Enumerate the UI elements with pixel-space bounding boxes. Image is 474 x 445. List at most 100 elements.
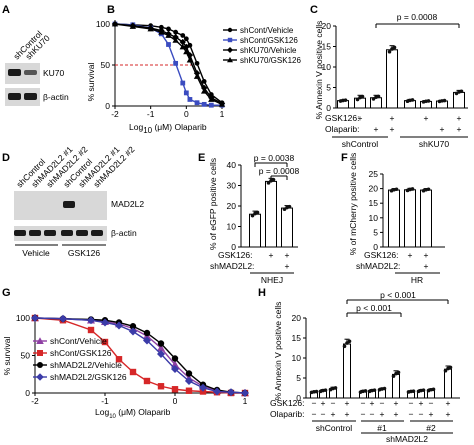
chart-c: 0 5 10 15 20 (322, 21, 468, 113)
g-xtick-label: -2 (31, 396, 39, 406)
marksH-mark: + (394, 409, 399, 419)
f-ytick-label: 0 (373, 242, 378, 252)
h-pvalue-1: p < 0.001 (380, 290, 416, 300)
h-dot-6 (372, 388, 377, 392)
b-point-4 (200, 88, 208, 94)
f-ylabel: % of mCherry positive cells (348, 153, 358, 256)
g-point-4 (171, 365, 179, 373)
marksH-mark: + (446, 398, 451, 408)
marksC-mark: + (358, 113, 363, 123)
b-point-4 (186, 56, 194, 63)
h-dot-4 (342, 344, 347, 349)
g-point-2 (185, 387, 193, 394)
h-dot-4 (347, 339, 352, 344)
b-point-2 (166, 42, 171, 47)
b-point-2 (208, 102, 214, 108)
legendG-label-1: shCont/Vehicle (50, 336, 107, 346)
d-band-label-mad2l2: MAD2L2 (111, 199, 144, 209)
b-point-2 (201, 101, 207, 107)
h-row-label-gsk: GSK126: (270, 398, 305, 408)
c-dot-2 (360, 94, 365, 99)
legendB-label-4: shKU70/GSK126 (240, 56, 301, 65)
b-point-4 (183, 48, 190, 55)
marksH-mark: − (312, 398, 317, 408)
marksH-mark: + (419, 398, 424, 408)
c-ytick-label: 10 (322, 62, 332, 72)
c-dot-7 (442, 98, 447, 103)
g-xtick-label: 1 (243, 396, 248, 406)
f-bar-2 (404, 189, 416, 248)
b-ytick-label: 0 (105, 101, 110, 111)
a-blot-ku70 (5, 63, 40, 84)
g-ytick-label: 100 (16, 313, 30, 323)
e-condition-marks: + ++ (269, 250, 290, 271)
c-row-label-olaparib: Olaparib: (325, 124, 360, 134)
panel-letter-e: E (198, 152, 205, 164)
e-pvalue-1: p = 0.0038 (254, 153, 295, 163)
g-point-4 (101, 318, 109, 327)
c-row-label-gsk: GSK126: (325, 113, 360, 123)
h-ytick-label: 10 (292, 353, 302, 363)
chart-g: 0 50 100 -2 -1 0 1 (16, 313, 249, 406)
legendB-label-1: shCont/Vehicle (240, 26, 294, 35)
c-group-shku70: shKU70 (419, 139, 450, 149)
legendB-swatch-marker-2 (227, 37, 233, 43)
c-bar-8 (453, 91, 465, 109)
legendB-label-2: shCont/GSK126 (240, 36, 298, 45)
marksC-mark: + (440, 124, 445, 134)
a-blot-actin (5, 88, 40, 106)
marksH-mark: + (370, 398, 375, 408)
legendG-swatch-marker-3 (37, 362, 43, 368)
e-dot-3 (287, 204, 292, 209)
marksH-mark: + (394, 398, 399, 408)
e-ylabel: % of eGFP positive cells (208, 158, 218, 250)
d-treatment-vehicle: Vehicle (22, 248, 50, 258)
marksE-mark: + (269, 250, 274, 260)
e-bar-3 (281, 207, 293, 248)
legendG-label-2: shCont/GSK126 (50, 348, 112, 358)
g-xlabel: Log10 (μM) Olaparib (95, 407, 171, 420)
h-group-shmad2l2: shMAD2L2 (386, 434, 428, 444)
e-ytick-label: 30 (227, 181, 237, 191)
g-point-2 (157, 383, 165, 390)
panel-letter-b: B (107, 4, 115, 16)
g-point-3 (157, 340, 165, 347)
chart-e: 0 10 20 30 40 (227, 160, 298, 252)
d-band-actin-3 (44, 230, 56, 236)
b-point-4 (147, 25, 154, 32)
a-band-ku70-1 (8, 69, 21, 76)
a-band-actin-2 (24, 93, 37, 100)
chart-h: 0 5 10 15 20 (292, 313, 460, 403)
g-point-4 (129, 327, 137, 336)
d-band-actin-5 (76, 230, 88, 236)
b-point-1 (158, 24, 164, 30)
b-ytick-label: 50 (101, 60, 111, 70)
e-bar-1 (249, 213, 261, 248)
f-ytick-label: 20 (369, 184, 379, 194)
panel-letter-d: D (2, 152, 10, 164)
g-point-3 (171, 355, 179, 362)
c-dot-8 (459, 89, 464, 94)
d-band-mad2l2 (63, 201, 75, 208)
marksH-mark: − (409, 398, 414, 408)
b-xtick-label: -1 (147, 109, 155, 119)
marksH-mark: + (380, 409, 385, 419)
c-dot-6 (426, 99, 431, 103)
h-dot-3 (333, 386, 338, 390)
c-ytick-label: 20 (322, 21, 332, 31)
f-condition-marks: + ++ (408, 250, 429, 271)
h-dot-4 (345, 341, 349, 345)
marksH-mark: − (370, 409, 375, 419)
e-row-label-shmad2l2: shMAD2L2: (210, 261, 254, 271)
h-dot-11 (431, 387, 436, 392)
e-ytick-label: 10 (227, 222, 237, 232)
b-xtick-label: -2 (111, 109, 119, 119)
h-dot-2 (323, 388, 328, 392)
marksH-mark: + (345, 409, 350, 419)
h-row-label-olaparib: Olaparib: (270, 409, 305, 419)
b-point-3 (172, 33, 179, 41)
b-point-4 (179, 43, 186, 50)
h-ytick-label: 5 (296, 373, 301, 383)
g-point-4 (241, 389, 249, 397)
